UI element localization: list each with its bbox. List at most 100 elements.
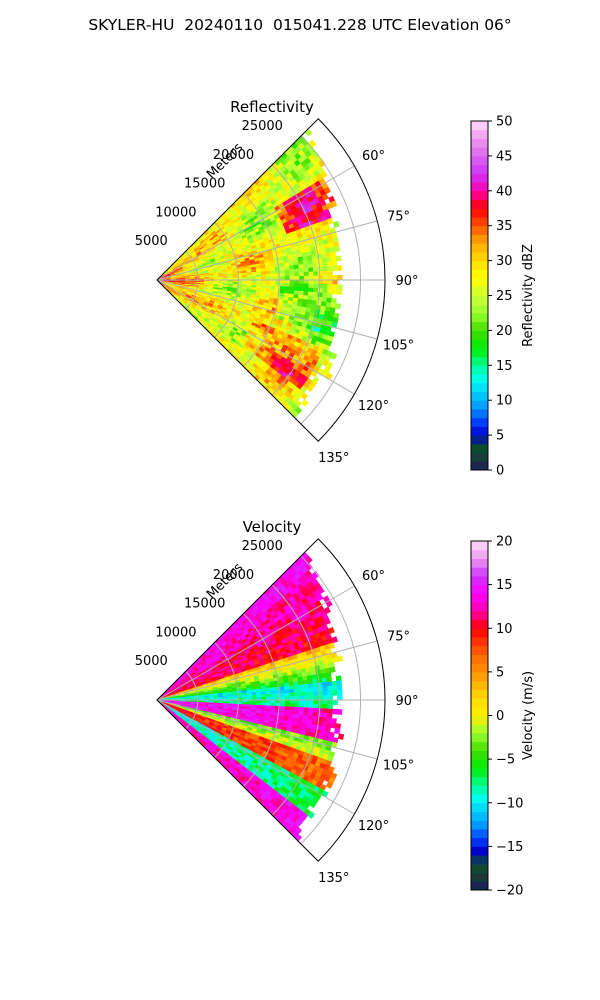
colorbar-segment [471, 689, 488, 699]
panel-title: Velocity [243, 518, 302, 536]
radar-field [157, 128, 343, 419]
colorbar-segment [471, 234, 488, 244]
colorbar-segment [471, 645, 488, 655]
colorbar-segment [471, 785, 488, 795]
angular-tick-label: 75° [387, 209, 410, 224]
colorbar-segment [471, 121, 488, 131]
radar-field [157, 551, 345, 842]
colorbar-segment [471, 286, 488, 296]
colorbar-segment [471, 724, 488, 734]
colorbar-segment [471, 278, 488, 288]
colorbar-segment [471, 356, 488, 366]
colorbar-segment [471, 382, 488, 392]
colorbar-tick-label: 10 [496, 622, 513, 637]
colorbar-segment [471, 435, 488, 445]
colorbar-segment [471, 828, 488, 839]
angular-tick-label: 105° [383, 339, 414, 354]
colorbar-segment [471, 129, 488, 139]
colorbar-segment [471, 881, 488, 891]
colorbar-segment [471, 443, 488, 454]
radial-tick-label: 20000 [213, 568, 254, 583]
colorbar-segment [471, 593, 488, 603]
colorbar-segment [471, 216, 488, 227]
colorbar-segment [471, 173, 488, 183]
radial-tick-label: 25000 [242, 119, 283, 134]
angular-gridline [156, 279, 378, 340]
colorbar-segment [471, 251, 488, 262]
colorbar: −20 −15 −10 −5 0 5 10 15 20 Velocity (m/s) [470, 535, 536, 899]
colorbar-segment [471, 602, 488, 612]
colorbar-segment [471, 138, 488, 148]
colorbar-segment [471, 663, 488, 673]
colorbar-tick-label: 10 [496, 394, 513, 409]
colorbar-tick-label: 45 [496, 149, 513, 164]
colorbar-segment [471, 391, 488, 401]
colorbar-tick-label: 20 [496, 535, 513, 550]
colorbar-segment [471, 750, 488, 760]
colorbar-tick-label: 15 [496, 578, 513, 593]
radial-tick-label: 10000 [155, 625, 196, 640]
colorbar-segment [471, 855, 488, 865]
colorbar-segment [471, 541, 488, 551]
colorbar-segment [471, 190, 488, 201]
colorbar-segment [471, 155, 488, 166]
colorbar-segment [471, 374, 488, 384]
colorbar-segment [471, 636, 488, 647]
colorbar-tick-label: 5 [496, 429, 504, 444]
colorbar-segment [471, 558, 488, 568]
colorbar-segment [471, 802, 488, 812]
colorbar-tick-label: 30 [496, 254, 513, 269]
colorbar-segment [471, 794, 488, 804]
colorbar-segment [471, 671, 488, 682]
colorbar-label: Reflectivity dBZ [521, 244, 536, 347]
colorbar-tick-label: 0 [496, 464, 504, 479]
colorbar-segment [471, 417, 488, 427]
angular-gridline [156, 220, 378, 281]
colorbar-segment [471, 461, 488, 471]
colorbar-tick-label: −20 [496, 884, 523, 899]
panel-title: Reflectivity [230, 98, 314, 116]
colorbar-segment [471, 365, 488, 375]
colorbar-tick-label: −15 [496, 840, 523, 855]
colorbar-segment [471, 846, 488, 856]
angular-tick-label: 60° [362, 569, 385, 584]
colorbar-segment [471, 776, 488, 786]
colorbar-label: Velocity (m/s) [521, 671, 536, 760]
colorbar-segment [471, 767, 488, 778]
colorbar-segment [471, 243, 488, 253]
angular-gridline [156, 279, 355, 395]
radial-tick-label: 5000 [135, 234, 168, 249]
colorbar-segment [471, 339, 488, 349]
colorbar-segment [471, 347, 488, 358]
radial-tick-label: 5000 [135, 654, 168, 669]
colorbar-segment [471, 295, 488, 305]
angular-tick-label: 90° [395, 694, 418, 709]
radial-tick-label: 25000 [242, 539, 283, 554]
angular-tick-label: 75° [387, 629, 410, 644]
colorbar-segment [471, 147, 488, 157]
angular-gridline [156, 699, 355, 815]
colorbar-segment [471, 269, 488, 279]
colorbar-tick-label: 5 [496, 665, 504, 680]
sector-outline [156, 538, 386, 862]
angular-tick-label: 90° [395, 274, 418, 289]
colorbar-segment [471, 182, 488, 192]
colorbar-segment [471, 400, 488, 410]
colorbar-segment [471, 698, 488, 708]
colorbar-segment [471, 549, 488, 559]
colorbar-segment [471, 837, 488, 847]
colorbar-tick-label: 35 [496, 219, 513, 234]
colorbar-segment [471, 680, 488, 690]
colorbar-segment [471, 575, 488, 586]
colorbar-segment [471, 715, 488, 725]
figure-title: SKYLER-HU 20240110 015041.228 UTC Elevat… [88, 16, 512, 34]
colorbar-segment [471, 304, 488, 314]
colorbar-segment [471, 321, 488, 331]
colorbar-segment [471, 426, 488, 436]
colorbar-segment [471, 759, 488, 769]
colorbar-tick-label: 50 [496, 115, 513, 130]
colorbar-segment [471, 208, 488, 218]
angular-tick-label: 60° [362, 149, 385, 164]
reflectivity-panel: Reflectivity500010000150002000025000Mete… [135, 98, 536, 479]
colorbar-segment [471, 408, 488, 419]
